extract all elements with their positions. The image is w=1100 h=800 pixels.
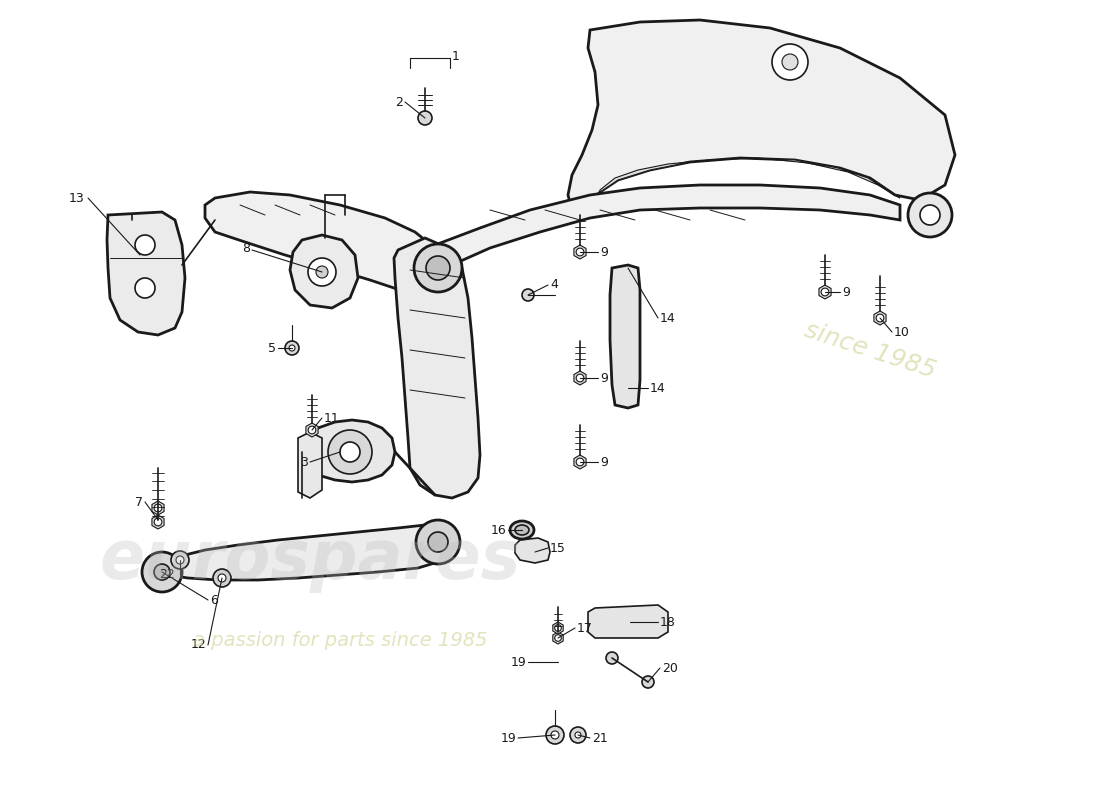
Circle shape: [606, 652, 618, 664]
Circle shape: [546, 726, 564, 744]
Polygon shape: [205, 192, 440, 292]
Polygon shape: [152, 501, 164, 515]
Text: eurospares: eurospares: [99, 527, 520, 593]
Text: 15: 15: [550, 542, 565, 554]
Circle shape: [142, 552, 182, 592]
Circle shape: [576, 458, 584, 466]
Circle shape: [154, 518, 162, 526]
Text: 9: 9: [600, 371, 608, 385]
Text: a passion for parts since 1985: a passion for parts since 1985: [192, 630, 487, 650]
Text: 19: 19: [500, 731, 516, 745]
Text: 14: 14: [650, 382, 666, 394]
Circle shape: [135, 235, 155, 255]
Polygon shape: [574, 455, 586, 469]
Circle shape: [551, 731, 559, 739]
Ellipse shape: [515, 525, 529, 535]
Polygon shape: [394, 238, 480, 498]
Circle shape: [554, 625, 561, 631]
Text: 6: 6: [210, 594, 218, 606]
Polygon shape: [574, 245, 586, 259]
Circle shape: [170, 551, 189, 569]
Polygon shape: [553, 632, 563, 644]
Text: 20: 20: [662, 662, 678, 674]
Polygon shape: [432, 185, 900, 268]
Circle shape: [154, 564, 170, 580]
Polygon shape: [873, 311, 887, 325]
Text: 19: 19: [510, 655, 526, 669]
Circle shape: [308, 258, 336, 286]
Text: 4: 4: [550, 278, 558, 291]
Text: 22: 22: [160, 569, 175, 582]
Circle shape: [414, 244, 462, 292]
Polygon shape: [553, 622, 563, 634]
Circle shape: [176, 556, 184, 564]
Text: 12: 12: [190, 638, 206, 651]
Circle shape: [782, 54, 797, 70]
Circle shape: [554, 634, 561, 642]
Circle shape: [642, 676, 654, 688]
Circle shape: [285, 341, 299, 355]
Ellipse shape: [510, 521, 534, 539]
Polygon shape: [610, 265, 640, 408]
Polygon shape: [568, 20, 955, 215]
Circle shape: [213, 569, 231, 587]
Circle shape: [218, 574, 226, 582]
Circle shape: [576, 248, 584, 256]
Polygon shape: [588, 605, 668, 638]
Circle shape: [908, 193, 952, 237]
Text: 10: 10: [894, 326, 910, 338]
Circle shape: [316, 266, 328, 278]
Polygon shape: [574, 371, 586, 385]
Text: 21: 21: [592, 731, 607, 745]
Text: 5: 5: [268, 342, 276, 354]
Circle shape: [426, 256, 450, 280]
Circle shape: [821, 288, 829, 296]
Circle shape: [576, 374, 584, 382]
Polygon shape: [107, 212, 185, 335]
Text: since 1985: since 1985: [802, 318, 938, 382]
Text: 3: 3: [300, 455, 308, 469]
Circle shape: [135, 278, 155, 298]
Text: 14: 14: [660, 311, 675, 325]
Circle shape: [428, 532, 448, 552]
Circle shape: [154, 504, 162, 512]
Circle shape: [920, 205, 940, 225]
Text: 2: 2: [395, 95, 403, 109]
Polygon shape: [290, 235, 358, 308]
Circle shape: [289, 345, 295, 351]
Polygon shape: [600, 158, 900, 198]
Polygon shape: [155, 525, 450, 580]
Text: 9: 9: [600, 246, 608, 258]
Circle shape: [340, 442, 360, 462]
Circle shape: [328, 430, 372, 474]
Polygon shape: [302, 420, 395, 482]
Circle shape: [575, 732, 581, 738]
Circle shape: [522, 289, 534, 301]
Text: 1: 1: [452, 50, 460, 62]
Circle shape: [418, 111, 432, 125]
Circle shape: [876, 314, 884, 322]
Text: 9: 9: [600, 455, 608, 469]
Circle shape: [416, 520, 460, 564]
Text: 18: 18: [660, 615, 675, 629]
Text: 11: 11: [324, 411, 340, 425]
Text: 7: 7: [135, 495, 143, 509]
Text: 8: 8: [242, 242, 250, 254]
Polygon shape: [152, 515, 164, 529]
Polygon shape: [298, 432, 322, 498]
Circle shape: [772, 44, 808, 80]
Circle shape: [570, 727, 586, 743]
Circle shape: [308, 426, 316, 434]
Text: 16: 16: [491, 523, 506, 537]
Polygon shape: [306, 423, 318, 437]
Text: 17: 17: [578, 622, 593, 634]
Polygon shape: [515, 538, 550, 563]
Text: 13: 13: [68, 191, 84, 205]
Text: 9: 9: [842, 286, 850, 298]
Polygon shape: [818, 285, 832, 299]
